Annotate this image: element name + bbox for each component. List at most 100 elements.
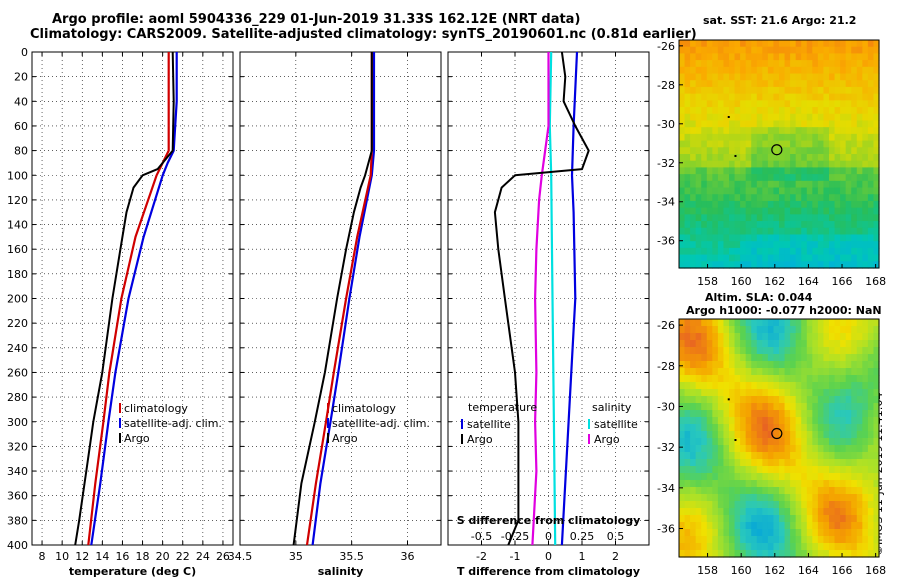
sla-map-cell	[745, 431, 752, 439]
sst-map-cell	[790, 113, 797, 122]
sla-map-cell	[867, 361, 875, 369]
sla-map-cell	[823, 550, 830, 558]
sla-map-cell	[829, 354, 836, 362]
sst-map-cell	[790, 127, 797, 135]
sla-map-cell	[790, 389, 797, 397]
sla-map-frame	[678, 318, 880, 558]
sla-map-cell	[812, 508, 819, 516]
sla-map-cell	[856, 536, 863, 544]
sst-map-cell	[873, 147, 880, 155]
sst-map-cell	[706, 93, 713, 101]
x-tick-label-s: 0	[545, 530, 552, 543]
sst-map-cell	[801, 227, 808, 236]
sla-map-cell	[812, 431, 819, 439]
sla-map-cell	[695, 438, 702, 446]
sla-map-cell	[779, 494, 786, 502]
sla-map-cell	[679, 536, 686, 544]
sst-map-cell	[684, 40, 691, 48]
sla-map-cell	[790, 452, 797, 460]
sla-map-cell	[734, 319, 741, 327]
sst-map-cell	[829, 147, 836, 155]
sla-map-cell	[712, 326, 719, 334]
sla-map-cell	[695, 410, 702, 418]
sla-map-cell	[784, 445, 791, 453]
sla-map-cell	[806, 543, 813, 551]
sla-map-cell	[867, 494, 875, 502]
sst-map-cell	[751, 187, 758, 195]
sst-map-cell	[845, 66, 852, 75]
sst-map-cell	[790, 241, 797, 249]
map-x-tick-label: 166	[832, 275, 853, 288]
sla-map-cell	[706, 424, 713, 432]
sst-map-cell	[845, 113, 852, 122]
sst-map-cell	[751, 214, 758, 222]
sla-map-cell	[812, 445, 819, 453]
sst-map-cell	[717, 160, 725, 169]
sla-map-cell	[867, 452, 875, 460]
sst-map-cell	[756, 234, 763, 242]
sst-map-cell	[873, 107, 880, 115]
sla-map-cell	[840, 529, 847, 537]
sst-map-cell	[723, 160, 730, 169]
sst-map-cell	[801, 241, 808, 249]
sla-map-cell	[856, 396, 863, 404]
sla-map-cell	[712, 410, 719, 418]
sst-map-cell	[756, 86, 763, 95]
sla-map-cell	[867, 522, 875, 530]
sla-map-cell	[779, 340, 786, 348]
sla-map-cell	[851, 543, 858, 551]
sla-map-cell	[706, 466, 713, 474]
sst-map-cell	[717, 247, 725, 256]
sst-map-cell	[773, 133, 780, 142]
temperature-line-climatology	[87, 52, 170, 546]
sst-map-cell	[745, 100, 752, 108]
sst-map-cell	[823, 241, 830, 249]
sst-map-cell	[840, 80, 847, 88]
sst-map-cell	[751, 147, 758, 155]
sla-map-cell	[701, 340, 708, 348]
sst-map-cell	[712, 93, 719, 101]
sla-map-cell	[756, 319, 763, 327]
sst-map-cell	[690, 180, 697, 189]
sla-map-cell	[723, 529, 730, 537]
sla-map-cell	[867, 550, 875, 558]
sst-map-cell	[845, 160, 852, 169]
sst-map-cell	[684, 247, 691, 256]
sst-map-cell	[840, 86, 847, 95]
sst-map-cell	[873, 140, 880, 148]
sla-map-cell	[717, 529, 725, 537]
sla-map-cell	[851, 375, 858, 383]
sla-map-cell	[806, 459, 813, 467]
sst-map-cell	[873, 247, 880, 256]
sst-map-cell	[717, 107, 725, 115]
sla-map-cell	[723, 410, 730, 418]
sst-map-cell	[801, 261, 808, 269]
sst-map-cell	[829, 53, 836, 61]
sla-map-cell	[745, 410, 752, 418]
sla-map-cell	[867, 340, 875, 348]
sst-map-cell	[701, 46, 708, 55]
sst-map-cell	[834, 207, 841, 215]
sla-map-cell	[723, 431, 730, 439]
sst-map-cell	[840, 227, 847, 236]
temperature-line-argo	[74, 51, 175, 546]
sla-map-cell	[762, 389, 769, 397]
sst-map-cell	[856, 167, 863, 175]
sst-map-cell	[801, 234, 808, 242]
sst-map-cell	[790, 53, 797, 61]
sla-map-cell	[684, 424, 691, 432]
sla-map-cell	[723, 473, 730, 481]
sst-map-cell	[712, 234, 719, 242]
sst-map-cell	[690, 194, 697, 202]
sst-map-cell	[723, 167, 730, 175]
sla-map-cell	[767, 480, 775, 488]
sla-map-cell	[679, 431, 686, 439]
sst-map-cell	[706, 241, 713, 249]
sla-map-cell	[690, 536, 697, 544]
sst-map-cell	[706, 234, 713, 242]
sla-map-cell	[706, 501, 713, 509]
sst-map-cell	[790, 100, 797, 108]
sst-map-cell	[829, 66, 836, 75]
sst-map-cell	[856, 140, 863, 148]
sla-map-cell	[767, 361, 775, 369]
